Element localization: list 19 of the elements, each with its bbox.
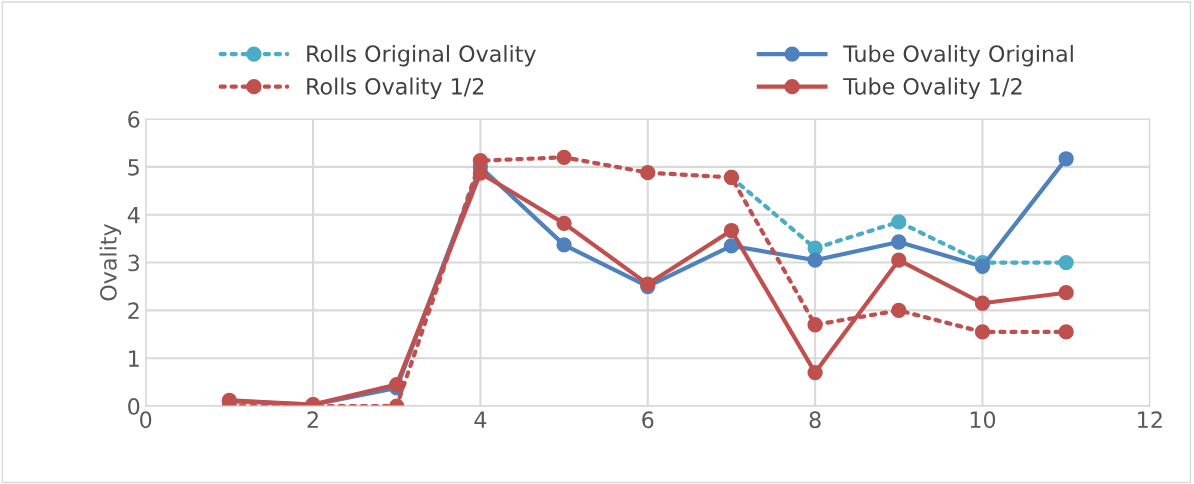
legend-label: Rolls Ovality 1/2 bbox=[307, 77, 484, 100]
x-tick-label: 8 bbox=[809, 411, 821, 429]
y-tick-label: 5 bbox=[128, 159, 139, 176]
legend-label: Tube Ovality Original bbox=[843, 44, 1073, 67]
x-tick-label: 0 bbox=[140, 411, 152, 429]
x-tick-label: 2 bbox=[307, 411, 318, 428]
y-axis-title: Ovality bbox=[99, 224, 122, 301]
y-tick-label: 4 bbox=[127, 206, 140, 224]
y-tick-label: 2 bbox=[128, 302, 139, 319]
y-tick-label: 3 bbox=[128, 254, 140, 272]
legend-label: Tube Ovality 1/2 bbox=[843, 77, 1022, 100]
x-tick-label: 6 bbox=[642, 411, 654, 429]
y-tick-label: 1 bbox=[129, 350, 139, 367]
y-tick-label: 0 bbox=[128, 398, 140, 415]
y-tick-label: 6 bbox=[128, 111, 140, 128]
legend-label: Rolls Original Ovality bbox=[307, 44, 536, 67]
x-tick-label: 4 bbox=[474, 411, 487, 428]
x-tick-label: 10 bbox=[970, 411, 996, 429]
x-tick-label: 12 bbox=[1138, 411, 1162, 428]
